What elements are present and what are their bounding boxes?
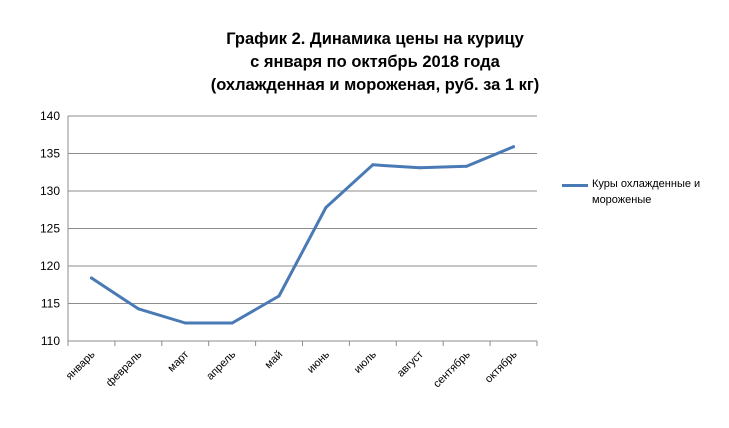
y-tick-label: 140 bbox=[40, 109, 60, 123]
legend-line-marker bbox=[562, 184, 588, 187]
x-tick-label: июнь bbox=[305, 348, 332, 375]
x-tick-label: январь bbox=[64, 348, 98, 382]
data-point bbox=[136, 307, 140, 311]
x-tick-label: март bbox=[165, 349, 191, 375]
chart-title-line-2: с января по октябрь 2018 года bbox=[250, 53, 500, 71]
legend-series-label: Куры охлажденные и мороженые bbox=[592, 178, 701, 206]
x-tick-label: февраль bbox=[104, 348, 145, 389]
y-axis-ticks: 110 115 120 125 130 135 140 bbox=[40, 109, 60, 348]
x-tick-label: октябрь bbox=[483, 348, 520, 385]
data-point bbox=[418, 166, 422, 170]
y-tick-label: 130 bbox=[40, 184, 60, 198]
data-point bbox=[89, 276, 93, 280]
data-point bbox=[324, 206, 328, 209]
x-tick-label: сентябрь bbox=[431, 348, 473, 390]
data-point bbox=[277, 294, 281, 298]
chart-title-line-3: (охлажденная и мороженая, руб. за 1 кг) bbox=[210, 76, 540, 94]
y-tick-label: 120 bbox=[40, 259, 60, 273]
y-tick-label: 115 bbox=[41, 297, 60, 311]
data-point bbox=[230, 321, 234, 325]
x-axis-ticks: январь февраль март апрель май июнь июль август… bbox=[64, 348, 520, 390]
y-tick-label: 110 bbox=[41, 334, 60, 348]
y-tick-label: 135 bbox=[40, 147, 60, 161]
series-line bbox=[90, 145, 515, 325]
x-axis bbox=[67, 116, 538, 346]
data-point bbox=[512, 145, 516, 149]
data-point bbox=[183, 321, 187, 325]
x-tick-label: май bbox=[263, 349, 286, 372]
chart-title: График 2. Динамика цены на курицу с янва… bbox=[190, 28, 560, 97]
chart-title-line-1: График 2. Динамика цены на курицу bbox=[226, 30, 524, 48]
data-point bbox=[465, 164, 469, 168]
y-tick-label: 125 bbox=[40, 222, 60, 236]
x-tick-label: апрель bbox=[204, 348, 238, 382]
data-point bbox=[371, 163, 375, 167]
series-group bbox=[89, 145, 516, 325]
x-tick-label: июль bbox=[352, 348, 379, 375]
x-tick-label: август bbox=[395, 349, 426, 380]
